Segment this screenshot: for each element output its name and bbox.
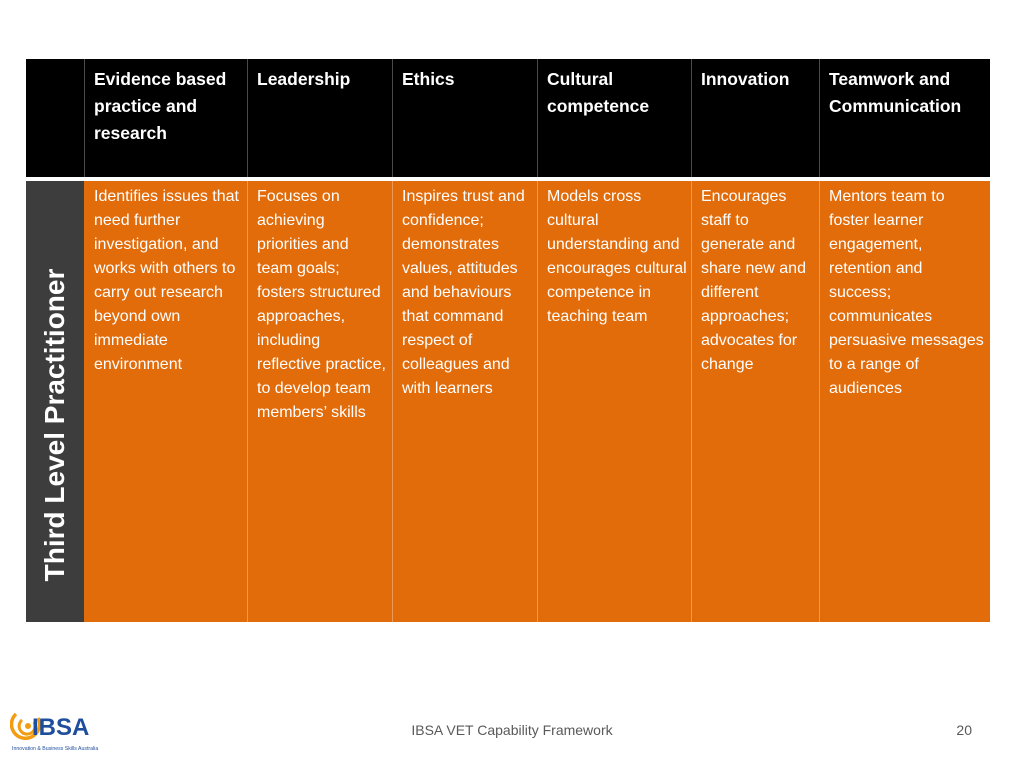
grid-line [691,59,692,177]
header-innovation: Innovation [701,69,790,89]
page-number: 20 [956,722,972,738]
grid-line [691,181,692,622]
header-leadership: Leadership [257,69,351,89]
ibsa-logo-icon: IBSA Innovation & Business Skills Austra… [9,712,98,752]
header-ethics: Ethics [402,69,455,89]
cell-leadership: Focuses on achieving priorities and team… [257,188,386,421]
cell-ethics: Inspires trust and confidence; demonstra… [402,188,525,397]
footer-title: IBSA VET Capability Framework [411,722,613,738]
grid-line [247,181,248,622]
ibsa-logo: IBSA Innovation & Business Skills Austra… [9,706,110,756]
grid-line [819,59,820,177]
header-cultural-competence: Cultural competence [547,69,650,116]
grid-line [537,59,538,177]
grid-line [537,181,538,622]
table-body-row [26,181,990,622]
row-label-cell [26,181,84,622]
row-label: Third Level Practitioner [39,268,70,582]
grid-line [247,59,248,177]
cell-teamwork-communication: Mentors team to foster learner engagemen… [829,188,984,397]
grid-line [819,181,820,622]
logo-tagline: Innovation & Business Skills Australia [12,746,98,752]
table-divider [26,177,990,181]
table-header-row [26,59,990,177]
cell-innovation: Encourages staff to generate and share n… [701,188,806,373]
cell-evidence-based-practice: Identifies issues that need further inve… [94,188,239,373]
logo-wordmark: IBSA [32,714,89,741]
grid-line [392,59,393,177]
header-evidence-based-practice: Evidence based practice and research [94,69,227,143]
header-teamwork-communication: Teamwork and Communication [829,69,962,116]
grid-line [84,59,85,177]
grid-line [392,181,393,622]
cell-cultural-competence: Models cross cultural understanding and … [547,188,687,325]
